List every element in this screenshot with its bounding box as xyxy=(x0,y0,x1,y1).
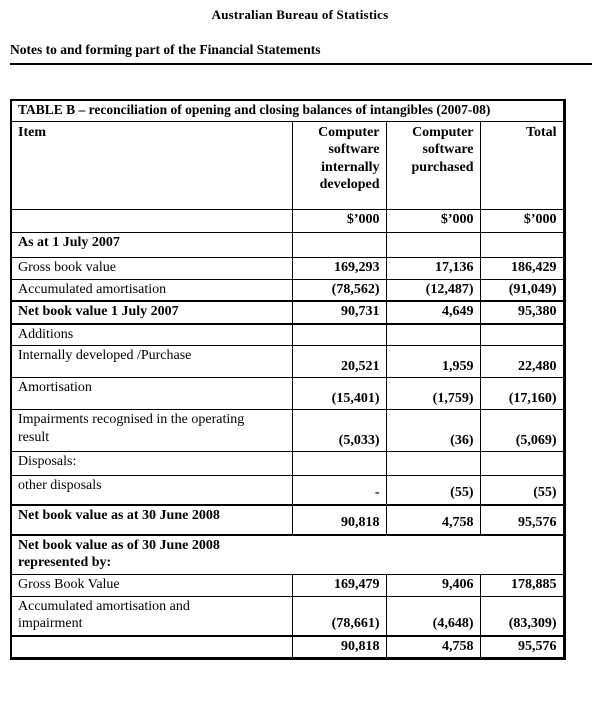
table-row: Internally developed /Purchase 20,521 1,… xyxy=(10,345,565,379)
cell-value: (15,401) xyxy=(291,377,387,411)
cell-value: 178,885 xyxy=(479,573,565,597)
column-header-purchased: Computer software purchased xyxy=(385,120,481,210)
table-row: As at 1 July 2007 xyxy=(10,232,565,259)
table-title: TABLE B – reconciliation of opening and … xyxy=(10,99,565,122)
table-row: Amortisation (15,401) (1,759) (17,160) xyxy=(10,377,565,411)
row-label: Accumulated amortisation and impairment xyxy=(10,595,293,637)
table-row: Gross book value 169,293 17,136 186,429 xyxy=(10,257,565,280)
table-row: Accumulated amortisation and impairment … xyxy=(10,595,565,637)
table-header-row: Item Computer software internally develo… xyxy=(10,120,565,210)
row-label: Gross book value xyxy=(10,257,293,280)
row-label: Additions xyxy=(10,322,293,347)
row-label: other disposals xyxy=(10,475,293,506)
row-label: Disposals: xyxy=(10,451,293,477)
table-title-row: TABLE B – reconciliation of opening and … xyxy=(10,99,565,122)
table-row: Net book value as at 30 June 2008 90,818… xyxy=(10,503,565,536)
cell-value: 169,293 xyxy=(291,257,387,280)
cell-value: 186,429 xyxy=(479,257,565,280)
cell-value xyxy=(291,232,387,259)
table-row: Net book value as of 30 June 2008 repres… xyxy=(10,533,565,575)
cell-value: 22,480 xyxy=(479,345,565,379)
cell-value: (78,562) xyxy=(291,278,387,302)
cell-value: (5,033) xyxy=(291,409,387,453)
intangibles-table: TABLE B – reconciliation of opening and … xyxy=(10,99,566,661)
cell-value: (55) xyxy=(385,475,481,506)
row-label: Net book value as at 30 June 2008 xyxy=(10,503,293,536)
cell-value: (17,160) xyxy=(479,377,565,411)
row-label: Accumulated amortisation xyxy=(10,278,293,302)
row-label: Net book value 1 July 2007 xyxy=(10,300,293,325)
table-row: Additions xyxy=(10,322,565,347)
row-label: Impairments recognised in the operating … xyxy=(10,409,293,453)
cell-value xyxy=(291,451,387,477)
cell-value: (91,049) xyxy=(479,278,565,302)
cell-value: 95,576 xyxy=(479,634,565,660)
units-col2: $’000 xyxy=(385,208,481,234)
units-blank xyxy=(10,208,293,234)
row-label: Gross Book Value xyxy=(10,573,293,597)
column-header-item: Item xyxy=(10,120,293,210)
table-row: Accumulated amortisation (78,562) (12,48… xyxy=(10,278,565,302)
row-label: Internally developed /Purchase xyxy=(10,345,293,379)
cell-value: 90,818 xyxy=(291,503,387,536)
table-row: Net book value 1 July 2007 90,731 4,649 … xyxy=(10,300,565,325)
cell-value: (83,309) xyxy=(479,595,565,637)
units-col1: $’000 xyxy=(291,208,387,234)
cell-value: 95,380 xyxy=(479,300,565,325)
units-row: $’000 $’000 $’000 xyxy=(10,208,565,234)
cell-value: (55) xyxy=(479,475,565,506)
cell-value: 90,818 xyxy=(291,634,387,660)
table-row: other disposals - (55) (55) xyxy=(10,475,565,506)
org-title: Australian Bureau of Statistics xyxy=(211,7,389,22)
row-label: Amortisation xyxy=(10,377,293,411)
cell-value xyxy=(479,232,565,259)
cell-value: (12,487) xyxy=(385,278,481,302)
cell-value: (4,648) xyxy=(385,595,481,637)
row-label: Net book value as of 30 June 2008 repres… xyxy=(10,533,565,575)
cell-value: 20,521 xyxy=(291,345,387,379)
cell-value: (36) xyxy=(385,409,481,453)
cell-value: 95,576 xyxy=(479,503,565,536)
table-row: 90,818 4,758 95,576 xyxy=(10,634,565,660)
cell-value: 90,731 xyxy=(291,300,387,325)
cell-value: 9,406 xyxy=(385,573,481,597)
table-row: Gross Book Value 169,479 9,406 178,885 xyxy=(10,573,565,597)
row-label: As at 1 July 2007 xyxy=(10,232,293,259)
table-row: Disposals: xyxy=(10,451,565,477)
cell-value: (78,661) xyxy=(291,595,387,637)
row-label xyxy=(10,634,293,660)
cell-value xyxy=(385,232,481,259)
units-col3: $’000 xyxy=(479,208,565,234)
cell-value: (1,759) xyxy=(385,377,481,411)
cell-value: 4,758 xyxy=(385,503,481,536)
cell-value xyxy=(479,451,565,477)
table-row: Impairments recognised in the operating … xyxy=(10,409,565,453)
cell-value: 4,758 xyxy=(385,634,481,660)
cell-value: 4,649 xyxy=(385,300,481,325)
cell-value: 169,479 xyxy=(291,573,387,597)
cell-value: 1,959 xyxy=(385,345,481,379)
column-header-internally-developed: Computer software internally developed xyxy=(291,120,387,210)
cell-value xyxy=(291,322,387,347)
subtitle-rule: Notes to and forming part of the Financi… xyxy=(10,41,592,65)
cell-value xyxy=(479,322,565,347)
cell-value xyxy=(385,451,481,477)
cell-value: 17,136 xyxy=(385,257,481,280)
column-header-total: Total xyxy=(479,120,565,210)
doc-subtitle: Notes to and forming part of the Financi… xyxy=(10,42,321,57)
cell-value xyxy=(385,322,481,347)
cell-value: (5,069) xyxy=(479,409,565,453)
cell-value: - xyxy=(291,475,387,506)
